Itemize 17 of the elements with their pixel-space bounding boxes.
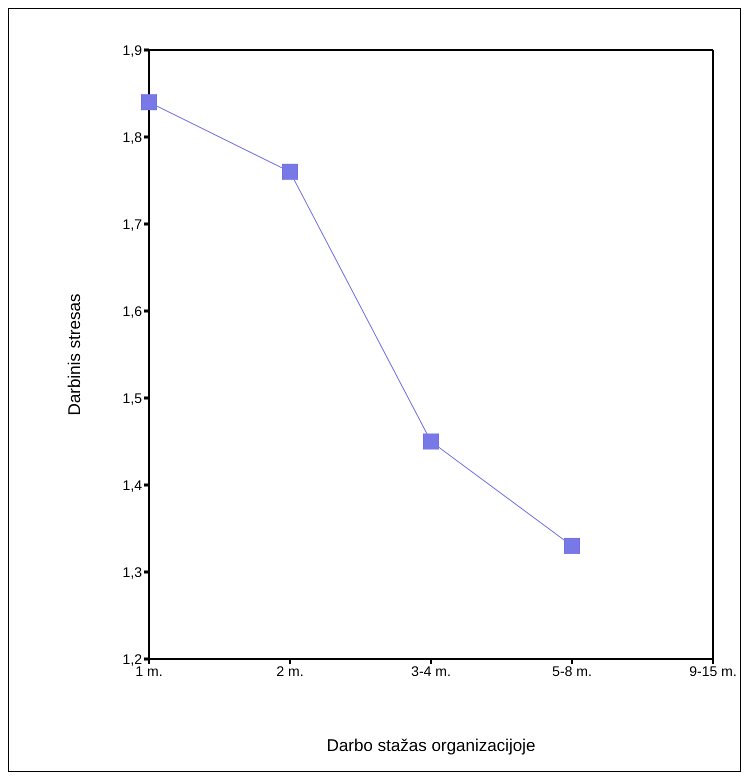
y-tick-label: 1,8 [122,128,142,145]
point [141,94,157,110]
x-axis-title: Darbo stažas organizacijoje [326,736,536,755]
x-tick-label: 3-4 m. [411,662,451,679]
y-tick-label: 1,9 [122,42,142,58]
y-tick-label: 1,3 [122,564,142,580]
y-axis-title: Darbinis stresas [65,294,84,416]
point [282,164,298,180]
x-tick-label: 5-8 m. [552,662,592,679]
x-tick-label: 2 m. [276,662,304,679]
y-tick-label: 1,4 [122,476,142,493]
y-tick-label: 1,6 [122,302,142,319]
y-tick-label: 1,7 [122,216,142,232]
x-tick-label: 9-15 m. [689,662,737,679]
point [564,538,580,554]
point [423,434,439,450]
y-tick-label: 1,5 [122,390,142,406]
